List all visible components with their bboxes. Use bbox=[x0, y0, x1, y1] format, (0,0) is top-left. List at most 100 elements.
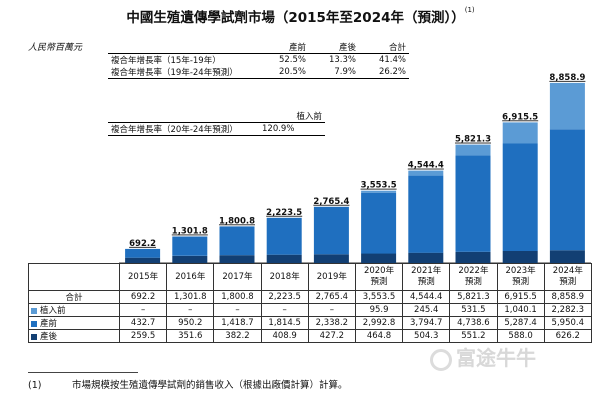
year-cell: 2024年 預測 bbox=[543, 263, 592, 291]
bar-postnatal bbox=[266, 254, 302, 263]
bar-preimplantation bbox=[455, 144, 491, 156]
cagr-value: 13.3% bbox=[328, 55, 356, 65]
bar-postnatal bbox=[502, 251, 538, 263]
table-cell: 4,544.4 bbox=[402, 290, 451, 304]
row-label: 植入前 bbox=[28, 303, 120, 317]
data-table: 2015年 2016年 2017年 2018年 2019年 2020年 預測 2021年 預測 2… bbox=[28, 263, 592, 343]
table-cell: 5,821.3 bbox=[449, 290, 498, 304]
table-cell: 504.3 bbox=[402, 329, 451, 343]
bar-total-label: 1,800.8 bbox=[219, 216, 255, 226]
table-row: 產後 259.5 351.6 382.2 408.9 427.2 464.8 504.3 551… bbox=[28, 329, 592, 343]
legend-swatch-preimplantation bbox=[31, 307, 37, 314]
table-cell: – bbox=[166, 303, 215, 317]
table-cell: 1,040.1 bbox=[496, 303, 545, 317]
bar-preimplantation bbox=[502, 122, 538, 144]
footnote-text: 市場規模按生殖遺傳學試劑的銷售收入（根據出廠價計算）計算。 bbox=[72, 380, 348, 391]
bar-prenatal bbox=[313, 206, 349, 255]
row-label: 產後 bbox=[28, 329, 120, 343]
table-cell: 551.2 bbox=[449, 329, 498, 343]
cagr-value: 26.2% bbox=[359, 66, 409, 79]
cagr-value: 7.9% bbox=[309, 66, 359, 79]
bar-total-label: 2,223.5 bbox=[266, 208, 302, 218]
table-row: 植入前 – – – – –95.9 245.4 531.5 1,040.1 2,282.3 bbox=[28, 303, 592, 317]
table-cell: 2,992.8 bbox=[354, 316, 404, 330]
bar-postnatal bbox=[172, 255, 208, 263]
bar-postnatal bbox=[361, 253, 397, 263]
year-cell: 2023年 預測 bbox=[496, 263, 545, 291]
year-cell: 2016年 bbox=[166, 263, 215, 291]
table-cell: 1,800.8 bbox=[213, 290, 262, 304]
year-cell: 2021年 預測 bbox=[402, 263, 451, 291]
legend-swatch-postnatal bbox=[31, 333, 37, 340]
table-row: 產前 432.7 950.2 1,418.7 1,814.5 2,338.2 2,992.8… bbox=[28, 316, 592, 330]
year-cell: 2015年 bbox=[118, 263, 168, 291]
unit-label: 人民幣百萬元 bbox=[28, 43, 83, 53]
table-corner-cell bbox=[28, 263, 120, 291]
bar-prenatal bbox=[125, 248, 161, 258]
cagr-row-label: 複合年增長率（15年-19年） bbox=[111, 56, 221, 66]
bar-total-label: 2,765.4 bbox=[313, 197, 349, 207]
table-cell: 3,553.5 bbox=[354, 290, 404, 304]
table-cell: – bbox=[118, 303, 168, 317]
table-cell: 382.2 bbox=[213, 329, 262, 343]
table-cell: 6,915.5 bbox=[496, 290, 545, 304]
bar-prenatal bbox=[549, 129, 585, 251]
table-cell: 950.2 bbox=[166, 316, 215, 330]
table-cell: 692.2 bbox=[118, 290, 168, 304]
bar-total-label: 3,553.5 bbox=[361, 181, 397, 191]
bar-postnatal bbox=[219, 255, 255, 263]
table-cell: 5,950.4 bbox=[543, 316, 592, 330]
row-label: 產前 bbox=[28, 316, 120, 330]
bar-postnatal bbox=[125, 257, 161, 263]
legend-swatch-prenatal bbox=[31, 320, 37, 327]
bar-total-label: 4,544.4 bbox=[408, 161, 444, 171]
bar-prenatal bbox=[455, 155, 491, 252]
row-label: 合計 bbox=[28, 290, 120, 304]
table-row: 合計 692.2 1,301.8 1,800.8 2,223.5 2,765.4 3,553… bbox=[28, 290, 592, 304]
cagr-value: 20.5% bbox=[259, 66, 309, 79]
bar-total-label: 5,821.3 bbox=[455, 135, 491, 145]
bar-prenatal bbox=[172, 236, 208, 256]
bar-prenatal bbox=[502, 143, 538, 251]
year-cell: 2019年 bbox=[307, 263, 356, 291]
watermark-logo-icon bbox=[430, 348, 452, 371]
year-cell: 2018年 bbox=[260, 263, 309, 291]
table-cell: 5,287.4 bbox=[496, 316, 545, 330]
cagr-header-postnatal: 產後 bbox=[309, 41, 359, 54]
footnote-number: (1) bbox=[28, 380, 42, 391]
year-cell: 2020年 預測 bbox=[354, 263, 404, 291]
bar-postnatal bbox=[408, 252, 444, 263]
footnote: (1) 市場規模按生殖遺傳學試劑的銷售收入（根據出廠價計算）計算。 bbox=[28, 377, 348, 391]
table-cell: 259.5 bbox=[118, 329, 168, 343]
cagr-row-label: 複合年增長率（19年-24年預測） bbox=[108, 66, 259, 79]
bar-postnatal bbox=[455, 251, 491, 263]
footnote-rule bbox=[28, 372, 138, 373]
watermark: 富途牛牛 bbox=[430, 342, 536, 371]
table-cell: 245.4 bbox=[402, 303, 451, 317]
table-cell: 2,338.2 bbox=[307, 316, 356, 330]
table-cell: 626.2 bbox=[543, 329, 592, 343]
table-cell: 351.6 bbox=[166, 329, 215, 343]
table-cell: 4,738.6 bbox=[449, 316, 498, 330]
table-cell: 531.5 bbox=[449, 303, 498, 317]
bar-preimplantation bbox=[408, 170, 444, 176]
table-cell: 432.7 bbox=[118, 316, 168, 330]
table-cell: 427.2 bbox=[307, 329, 356, 343]
table-cell: – bbox=[213, 303, 262, 317]
bar-prenatal bbox=[408, 175, 444, 253]
table-cell: 2,765.4 bbox=[307, 290, 356, 304]
table-cell: 2,282.3 bbox=[543, 303, 592, 317]
table-cell: 3,794.7 bbox=[402, 316, 451, 330]
table-cell: 8,858.9 bbox=[543, 290, 592, 304]
table-cell: 408.9 bbox=[260, 329, 309, 343]
table-cell: 2,223.5 bbox=[260, 290, 309, 304]
stacked-bar-chart: 692.2 1,301.8 1,800.8 2,223.5 2,765.4 3,553.5… bbox=[119, 73, 591, 264]
cagr-header-total: 合計 bbox=[359, 41, 409, 54]
year-cell: 2017年 bbox=[213, 263, 262, 291]
table-cell: – bbox=[260, 303, 309, 317]
cagr-value: 52.5% bbox=[278, 55, 306, 65]
bar-preimplantation bbox=[549, 82, 585, 130]
bar-total-label: 1,301.8 bbox=[172, 227, 208, 237]
table-cell: 1,418.7 bbox=[213, 316, 262, 330]
table-cell: – bbox=[307, 303, 356, 317]
